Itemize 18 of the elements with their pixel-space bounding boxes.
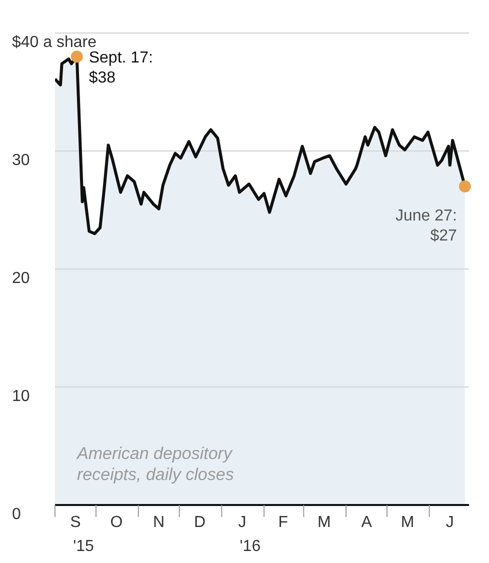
y-tick-label: $40 a share [12,34,97,51]
x-tick-label: M [400,514,414,531]
x-tick-label: O [110,514,123,531]
x-tick-label: A [361,514,372,531]
y-tick-label: 30 [12,152,30,169]
x-tick-label: D [194,514,206,531]
x-tick-label: J [446,514,454,531]
annotation: June 27: $27 [396,207,457,244]
x-tick-label: N [153,514,165,531]
annotation: Sept. 17: $38 [88,50,153,87]
x-tick-label: M [318,514,331,531]
annotation: American depository receipts, daily closes [77,443,234,485]
x-tick-label: J '16 [238,514,261,555]
y-tick-label: 10 [12,388,30,405]
x-tick-label: S '15 [70,514,94,555]
y-tick-label: 20 [12,270,30,287]
x-tick-label: F [278,514,288,531]
y-tick-label: 0 [12,506,21,523]
